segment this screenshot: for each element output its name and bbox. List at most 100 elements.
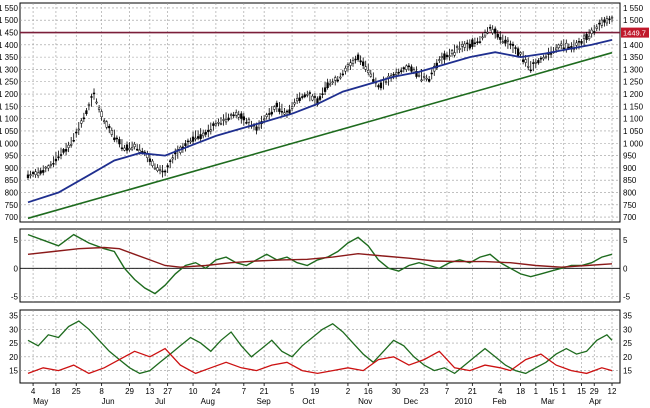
candle-body [34, 171, 37, 175]
x-tick-label: 8 [99, 387, 104, 396]
candle-body [125, 144, 129, 151]
candle-body [90, 96, 93, 98]
panel-2: 15 15 20 20 25 25 30 30 35 35 [9, 309, 632, 384]
candle-body [67, 144, 70, 148]
candle-body [369, 73, 372, 77]
candle-body [458, 48, 461, 50]
candle-body [270, 111, 273, 115]
candle-body [313, 96, 317, 98]
candle-body [562, 47, 565, 50]
candle-body [95, 101, 98, 104]
candle-body [410, 66, 413, 72]
candle-body [483, 32, 487, 37]
y-tick-label-right: 850 [623, 176, 637, 185]
x-month-label: Dec [404, 397, 418, 406]
candle-body [537, 60, 540, 64]
candle-body [514, 47, 517, 49]
candle-body [151, 160, 154, 166]
y-tick-label-right: 900 [623, 164, 637, 173]
y-tick-label-right: 1 250 [623, 78, 644, 87]
y-tick-label-left: 1 000 [0, 139, 19, 148]
candle-body [440, 56, 444, 58]
candle-body [113, 137, 116, 141]
candle-body [539, 57, 543, 60]
candle-body [278, 108, 281, 112]
candle-body [288, 109, 291, 114]
candle-body [595, 26, 598, 29]
y-tick-label-left: 1 400 [0, 41, 19, 50]
candle-body [392, 73, 395, 76]
directional-series-1 [27, 347, 613, 375]
candle-body [499, 36, 502, 40]
candle-body [26, 174, 30, 178]
x-tick-label: 2 [346, 387, 351, 396]
y-tick-label-left: 1 450 [0, 29, 19, 38]
y-tick-label-right: 20 [623, 353, 632, 362]
y-tick-label-right: 5 [623, 236, 628, 245]
candle-body [100, 111, 103, 117]
candle-body [420, 79, 423, 82]
x-tick-label: 24 [211, 387, 220, 396]
candle-body [476, 41, 479, 44]
candle-body [189, 140, 192, 143]
candle-body [351, 60, 355, 64]
candle-body [491, 29, 494, 34]
candle-body [580, 41, 583, 44]
panel-frame [19, 2, 621, 223]
candle-body [443, 53, 446, 60]
y-tick-label-left: 35 [9, 312, 18, 321]
candle-body [331, 81, 334, 84]
candle-body [171, 157, 174, 160]
candle-body [169, 160, 172, 162]
candle-body [521, 59, 525, 62]
candle-body [473, 42, 477, 44]
candle-body [438, 59, 441, 61]
y-tick-label-left: 1 050 [0, 127, 19, 136]
y-tick-label-right: 800 [623, 188, 637, 197]
candle-body [509, 43, 512, 46]
y-tick-label-right: 35 [623, 312, 632, 321]
candle-body [163, 170, 167, 173]
candle-body [397, 71, 400, 74]
y-tick-label-right: 1 550 [623, 4, 644, 13]
candle-body [209, 129, 212, 132]
candle-body [166, 165, 169, 168]
x-tick-label: 15 [549, 387, 558, 396]
candle-body [372, 79, 375, 82]
candle-body [504, 39, 507, 44]
y-tick-label-left: 5 [14, 236, 19, 245]
y-tick-label-right: 750 [623, 201, 637, 210]
candle-body [47, 165, 50, 169]
candle-body [108, 125, 111, 129]
candle-body [153, 167, 157, 170]
candle-body [80, 120, 83, 124]
candle-body [217, 122, 220, 124]
candle-body [245, 122, 248, 124]
candle-body [290, 106, 294, 109]
candle-body [222, 119, 225, 121]
candle-body [136, 148, 139, 151]
candle-body [59, 154, 63, 156]
y-tick-label-left: 1 350 [0, 53, 19, 62]
candle-body [268, 113, 271, 115]
x-month-label: Jun [102, 397, 115, 406]
candle-body [199, 134, 202, 139]
y-tick-label-left: 1 250 [0, 78, 19, 87]
candle-body [242, 116, 245, 121]
y-tick-label-right: 950 [623, 152, 637, 161]
candle-body [293, 102, 296, 105]
candle-body [605, 18, 609, 24]
candle-body [557, 44, 560, 49]
y-tick-label-right: 15 [623, 367, 632, 376]
y-tick-label-left: 20 [9, 353, 18, 362]
x-month-label: Aug [201, 397, 215, 406]
x-tick-label: 18 [51, 387, 60, 396]
y-tick-label-left: 800 [5, 188, 19, 197]
candle-body [603, 19, 606, 23]
directional-series-0 [27, 320, 613, 375]
candle-body [52, 163, 55, 165]
x-month-label: Apr [589, 397, 602, 406]
candle-body [141, 151, 144, 153]
x-month-label: Jul [155, 397, 165, 406]
x-tick-label: 16 [364, 387, 373, 396]
